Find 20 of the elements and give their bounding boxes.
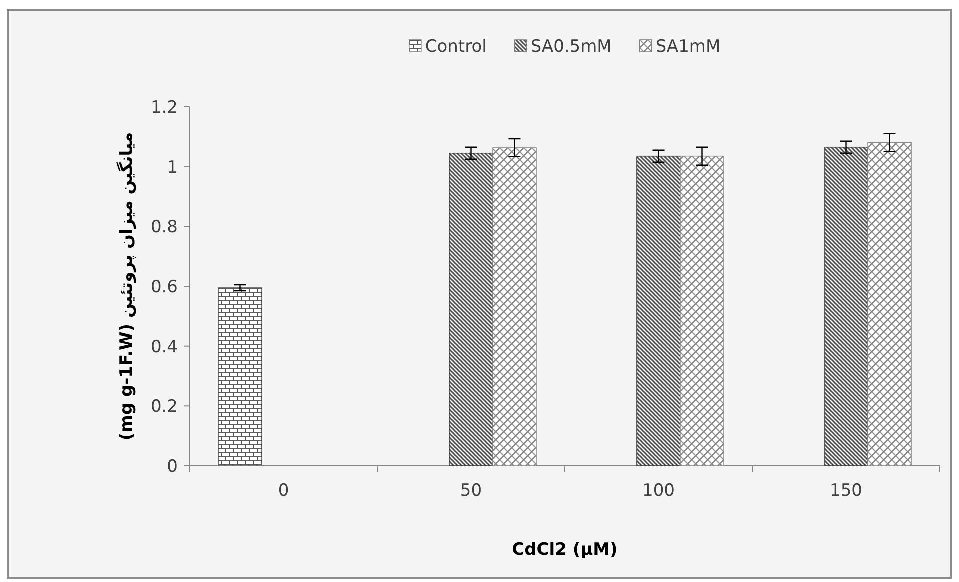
x-tick-label: 100 xyxy=(642,481,675,501)
y-tick-label: 0.8 xyxy=(150,218,178,238)
x-tick-label: 0 xyxy=(278,481,290,501)
y-tick-label: 0 xyxy=(167,457,178,477)
x-tick-label: 150 xyxy=(830,481,862,501)
legend-label: SA1mM xyxy=(656,37,721,57)
bar xyxy=(218,288,262,466)
bar xyxy=(824,146,868,466)
y-tick-label: 0.6 xyxy=(150,278,178,298)
x-axis-title: CdCl2 (µM) xyxy=(512,540,618,560)
y-tick-label: 0.2 xyxy=(150,397,178,418)
y-tick-label: 0.4 xyxy=(150,337,178,358)
y-tick-label: 1.2 xyxy=(150,98,178,118)
x-tick-label: 50 xyxy=(460,481,482,501)
bar xyxy=(636,156,681,466)
legend-label: Control xyxy=(425,37,487,57)
y-axis-title: میانگین میزان پروتئین (mg g-1F.W) xyxy=(116,132,137,441)
bar xyxy=(449,152,494,466)
legend-label: SA0.5mM xyxy=(530,37,612,57)
y-tick-label: 1 xyxy=(167,158,178,178)
